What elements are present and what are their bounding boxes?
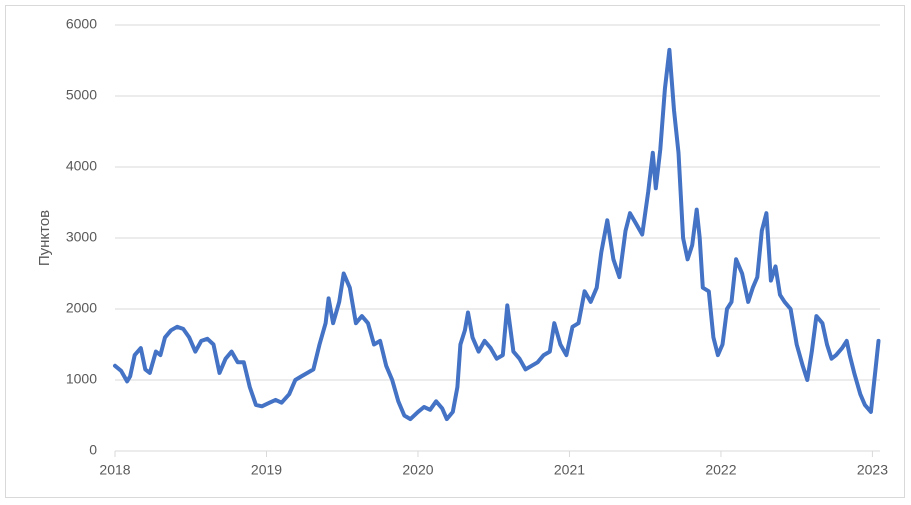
x-tick-label: 2023 [857, 462, 888, 478]
y-tick-label: 0 [89, 442, 97, 458]
x-tick-label: 2019 [251, 462, 282, 478]
chart-frame [5, 5, 905, 498]
x-tick-label: 2020 [402, 462, 433, 478]
y-tick-label: 3000 [66, 229, 97, 245]
y-tick-label: 4000 [66, 158, 97, 174]
x-tick-label: 2021 [554, 462, 585, 478]
data-line [113, 47, 881, 422]
y-tick-label: 2000 [66, 300, 97, 316]
x-tick-label: 2018 [99, 462, 130, 478]
y-tick-label: 5000 [66, 87, 97, 103]
x-tick-label: 2022 [705, 462, 736, 478]
y-axis-label: Пунктов [36, 210, 53, 266]
y-tick-label: 1000 [66, 371, 97, 387]
y-tick-label: 6000 [66, 16, 97, 32]
